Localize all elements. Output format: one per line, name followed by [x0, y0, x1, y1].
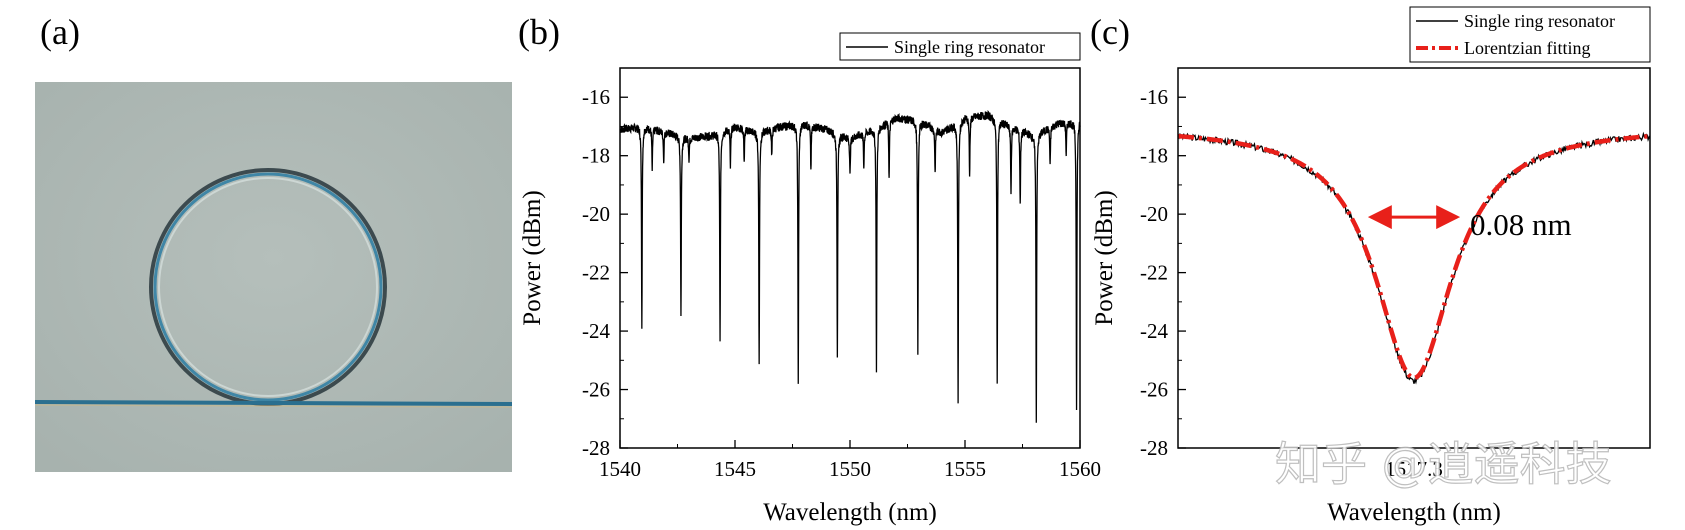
y-tick-label: -28: [1140, 436, 1168, 460]
y-tick-label: -24: [582, 319, 610, 343]
y-tick-label: -26: [1140, 378, 1168, 402]
legend-box-c: [1409, 6, 1651, 63]
y-tick-label: -24: [1140, 319, 1168, 343]
x-tick-label-center-c: 1517.3: [1385, 457, 1443, 481]
ring-waveguide-inner-glow: [158, 177, 378, 397]
panel-label-a: (a): [40, 12, 80, 52]
resonance-plot-c: -28 -26 -24 -22 -20 -18 -16 0.08 nm 1517.3 Wav…: [1091, 6, 1651, 526]
series-single-ring-resonator-c: [1177, 131, 1651, 385]
panel-label-c: (c): [1090, 12, 1130, 52]
y-tick-label: -22: [1140, 261, 1168, 285]
x-tick-label: 1550: [829, 457, 871, 481]
micrograph-background: [35, 82, 512, 472]
series-lorentzian-fitting: [1177, 133, 1651, 381]
x-tick-label: 1545: [714, 457, 756, 481]
bus-waveguide-edge: [34, 404, 513, 408]
plot-frame-c: [1177, 67, 1651, 449]
y-axis-title-b: Power (dBm): [519, 190, 546, 325]
y-tick-label: -26: [582, 378, 610, 402]
bus-waveguide: [34, 400, 513, 406]
fwhm-annotation: 0.08 nm: [1470, 207, 1572, 242]
x-tick-label: 1555: [944, 457, 986, 481]
legend-b: Single ring resonator: [839, 32, 1081, 61]
x-tick-label: 1540: [599, 457, 641, 481]
y-tick-label: -20: [1140, 202, 1168, 226]
x-axis-title-b: Wavelength (nm): [763, 499, 937, 526]
y-tick-label: -18: [582, 144, 610, 168]
legend-c: Single ring resonator Lorentzian fitting: [1409, 6, 1651, 63]
ring-resonator-micrograph: [34, 82, 513, 472]
y-tick-label: -16: [582, 85, 610, 109]
series-single-ring-resonator: [619, 109, 1081, 423]
legend-label-single-ring: Single ring resonator: [894, 37, 1045, 57]
y-tick-label: -16: [1140, 85, 1168, 109]
plot-frame-b: [619, 67, 1081, 449]
y-tick-label: -20: [582, 202, 610, 226]
legend-label-lorentzian: Lorentzian fitting: [1464, 38, 1590, 58]
x-tick-label: 1560: [1059, 457, 1101, 481]
ring-waveguide: [153, 172, 383, 402]
y-axis-title-c: Power (dBm): [1091, 190, 1118, 325]
y-tick-label: -28: [582, 436, 610, 460]
watermark: 知乎 @逍遥科技: [1275, 437, 1612, 491]
legend-label-single-ring-c: Single ring resonator: [1464, 11, 1615, 31]
y-tick-label: -22: [582, 261, 610, 285]
panel-label-b: (b): [518, 12, 560, 52]
y-tick-label: -18: [1140, 144, 1168, 168]
spectrum-plot-b: 1540 1545 1550 1555 1560 -28 -26 -24 -22 -20 -18 -1…: [519, 32, 1101, 526]
x-axis-title-c: Wavelength (nm): [1327, 499, 1501, 526]
